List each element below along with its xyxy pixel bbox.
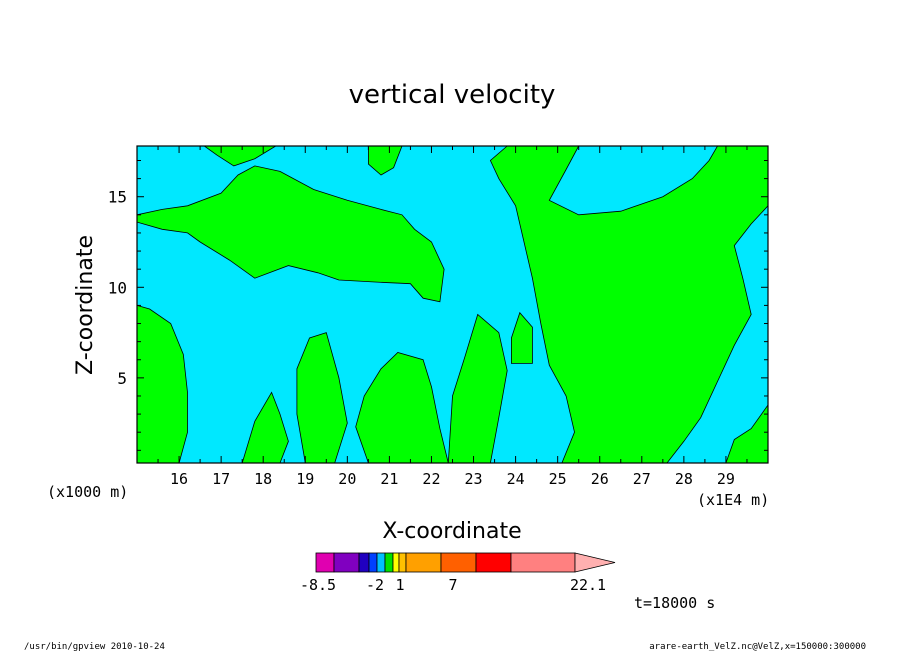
contour-region-small-lobe-24 <box>511 311 533 364</box>
y-axis-label: Z-coordinate <box>73 235 98 375</box>
x-tick-label: 19 <box>296 470 314 488</box>
colorbar <box>315 552 616 573</box>
footer-left: /usr/bin/gpview 2010-10-24 <box>24 642 165 652</box>
y-axis-ticks: 5 10 15 <box>108 159 768 451</box>
x-tick-label: 20 <box>338 470 356 488</box>
x-tick-label: 25 <box>549 470 567 488</box>
colorbar-label: 7 <box>448 576 457 594</box>
colorbar-swatch <box>368 552 378 573</box>
colorbar-label: -2 <box>366 576 384 594</box>
colorbar-swatch <box>392 552 400 573</box>
colorbar-swatch <box>440 552 477 573</box>
plot-area <box>136 145 769 464</box>
colorbar-swatch <box>475 552 512 573</box>
chart-title: vertical velocity <box>349 80 556 110</box>
contour-region-upper-left-band <box>136 165 445 303</box>
colorbar-swatch <box>510 552 576 573</box>
colorbar-swatch <box>376 552 386 573</box>
colorbar-arrow <box>574 552 616 573</box>
x-tick-label: 16 <box>170 470 188 488</box>
contour-region-center-left-plume <box>296 332 348 464</box>
colorbar-swatch <box>315 552 335 573</box>
time-annotation: t=18000 s <box>634 594 715 612</box>
colorbar-label: 22.1 <box>570 576 606 594</box>
contour-region-right-main-column <box>489 145 769 464</box>
x-axis-label: X-coordinate <box>382 519 521 544</box>
colorbar-swatch <box>405 552 442 573</box>
contour-region-center-right-plume <box>447 313 508 464</box>
colorbar-label: 1 <box>395 576 404 594</box>
colorbar-swatch <box>398 552 407 573</box>
x-unit-right: (x1E4 m) <box>697 491 769 509</box>
colorbar-label: -8.5 <box>300 576 336 594</box>
contour-region-center-bottom-patch <box>355 352 449 464</box>
colorbar-swatch <box>333 552 360 573</box>
colorbar-labels: -8.5 -2 1 7 22.1 <box>300 576 606 594</box>
x-tick-label: 24 <box>507 470 525 488</box>
x-tick-label: 17 <box>212 470 230 488</box>
x-tick-label: 28 <box>675 470 693 488</box>
x-tick-label: 21 <box>380 470 398 488</box>
x-tick-label: 22 <box>422 470 440 488</box>
y-tick-label: 5 <box>117 369 127 388</box>
contour-region-bottom-left-patch <box>136 304 188 464</box>
x-tick-label: 23 <box>465 470 483 488</box>
colorbar-swatch <box>358 552 370 573</box>
x-tick-label: 18 <box>254 470 272 488</box>
footer-right: arare-earth_VelZ.nc@VelZ,x=150000:300000 <box>649 642 866 652</box>
x-tick-label: 26 <box>591 470 609 488</box>
colorbar-swatch <box>384 552 394 573</box>
y-tick-label: 15 <box>108 188 127 207</box>
x-axis-ticks: 16 17 18 19 20 21 22 23 24 25 26 27 28 29 <box>157 146 748 488</box>
x-unit-left: (x1000 m) <box>47 483 128 501</box>
y-tick-label: 10 <box>108 278 127 297</box>
x-tick-label: 29 <box>717 470 735 488</box>
x-tick-label: 27 <box>633 470 651 488</box>
